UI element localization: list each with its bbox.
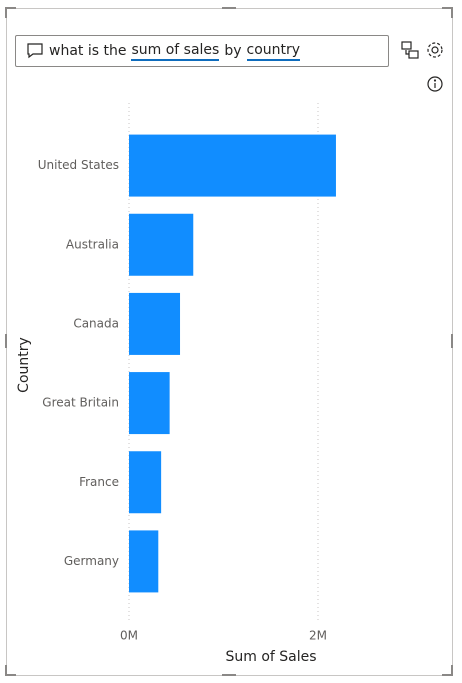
bar — [129, 134, 336, 197]
bar — [129, 292, 181, 355]
query-word: sum of sales — [131, 42, 220, 61]
y-tick-label: United States — [38, 158, 119, 172]
x-tick-label: 2M — [309, 629, 327, 643]
bar — [129, 213, 194, 276]
query-word: what is the — [49, 43, 127, 59]
bar — [129, 530, 159, 593]
y-tick-label: France — [79, 475, 119, 489]
y-tick-label: Canada — [73, 316, 119, 330]
query-box[interactable]: what is the sum of sales by country — [15, 35, 389, 67]
query-word: country — [246, 42, 301, 61]
bar — [129, 372, 170, 435]
y-axis-title: Country — [16, 337, 32, 393]
y-tick-label: Great Britain — [42, 396, 119, 410]
settings-icon[interactable] — [427, 42, 443, 58]
convert-visual-icon[interactable] — [401, 41, 419, 59]
y-tick-label: Germany — [64, 554, 119, 568]
x-tick-label: 0M — [120, 629, 138, 643]
y-tick-label: Australia — [66, 237, 119, 251]
chat-icon — [27, 43, 43, 59]
info-icon[interactable] — [427, 76, 443, 92]
bar — [129, 451, 162, 514]
x-axis-title: Sum of Sales — [225, 649, 316, 665]
visual-frame — [6, 8, 453, 676]
resize-handles — [5, 7, 453, 676]
query-word: by — [224, 43, 242, 59]
